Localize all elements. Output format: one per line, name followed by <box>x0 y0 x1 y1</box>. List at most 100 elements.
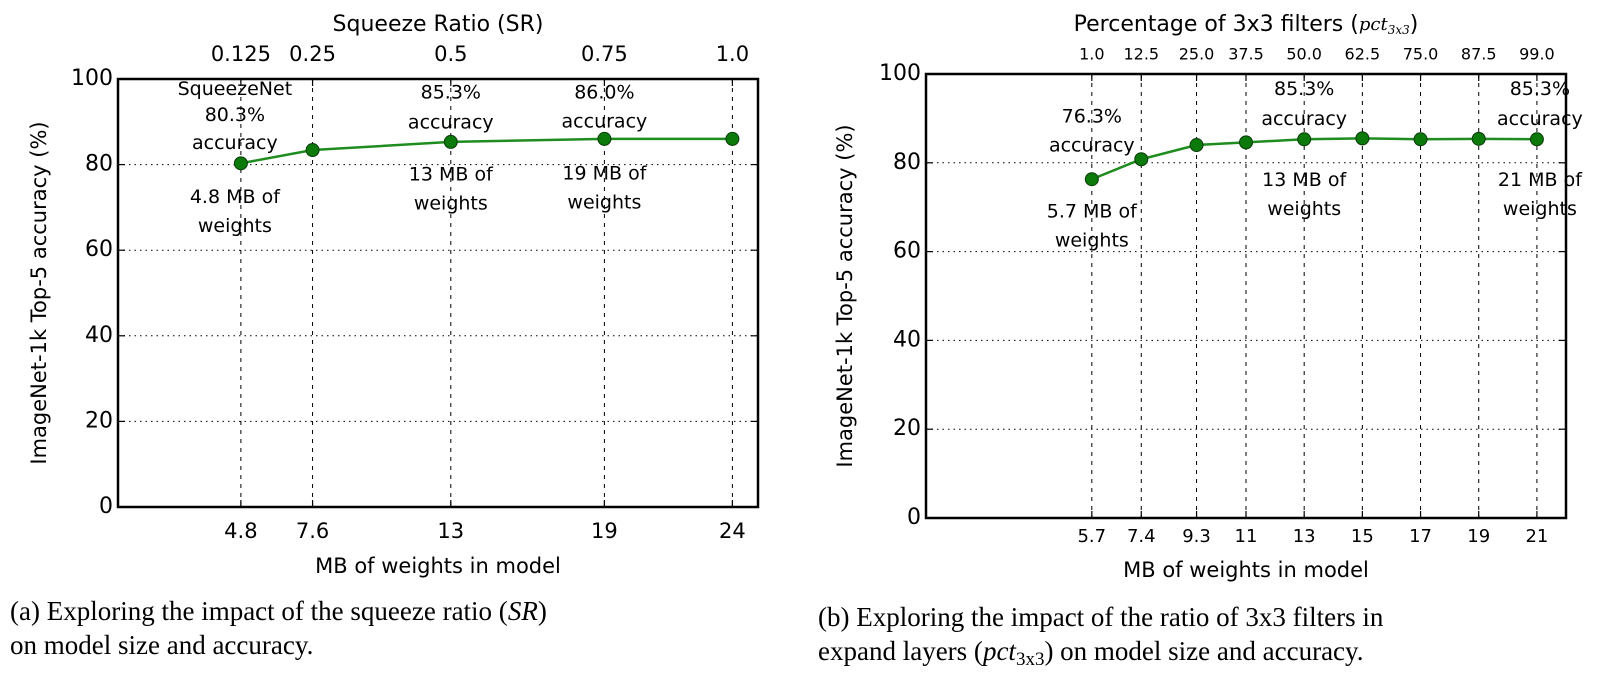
y-tick-label: 40 <box>85 323 113 348</box>
top-tick-label: 0.125 <box>211 42 271 66</box>
annotation: SqueezeNet 80.3% accuracy 4.8 MB of weights <box>178 78 293 237</box>
top-axis-title-text: ) <box>1410 12 1419 37</box>
y-tick-label: 80 <box>893 150 921 175</box>
top-tick-label: 87.5 <box>1461 45 1497 64</box>
caption-math: SR <box>507 596 538 626</box>
annotation-label: 76.3% <box>1062 106 1122 128</box>
annotation-label: 85.3% <box>421 81 481 103</box>
y-tick-label: 20 <box>893 416 921 441</box>
top-tick-label: 99.0 <box>1519 45 1555 64</box>
x-tick-label: 7.6 <box>296 519 329 543</box>
y-axis-label: ImageNet-1k Top-5 accuracy (%) <box>27 121 51 464</box>
x-tick-label: 15 <box>1351 526 1374 547</box>
caption-a-line2: on model size and accuracy. <box>10 630 314 660</box>
caption-text: ) <box>537 596 547 626</box>
top-tick-label: 25.0 <box>1179 45 1215 64</box>
data-point <box>1413 132 1428 147</box>
x-tick-label: 19 <box>1467 526 1490 547</box>
y-tick-label: 60 <box>893 239 921 264</box>
top-axis-title-math: pct <box>1359 14 1389 35</box>
data-point <box>1189 138 1204 153</box>
y-tick-label: 0 <box>99 494 113 519</box>
x-tick-label: 24 <box>719 519 746 543</box>
x-tick-label: 21 <box>1525 526 1548 547</box>
x-tick-label: 13 <box>1293 526 1316 547</box>
annotation-label: 80.3% <box>205 104 265 126</box>
caption-text: (a) Exploring the impact of the squeeze … <box>10 596 508 626</box>
caption-text: expand layers ( <box>818 636 983 666</box>
data-point <box>1297 132 1312 147</box>
top-axis-title-text: Squeeze Ratio (SR) <box>333 12 544 37</box>
top-tick-label: 12.5 <box>1123 45 1159 64</box>
annotation-label: SqueezeNet <box>178 78 293 100</box>
top-tick-label: 1.0 <box>1079 45 1104 64</box>
top-tick-label: 75.0 <box>1403 45 1439 64</box>
caption-b-line1: (b) Exploring the impact of the ratio of… <box>818 602 1384 632</box>
annotation-label: 85.3% <box>1510 78 1570 100</box>
x-tick-label: 11 <box>1235 526 1258 547</box>
data-point <box>1239 135 1253 150</box>
top-axis-title-subscript: 3x3 <box>1388 23 1410 37</box>
annotation-label: accuracy <box>1261 108 1347 130</box>
caption-a-line1: (a) Exploring the impact of the squeeze … <box>10 594 547 628</box>
x-tick-label: 17 <box>1409 526 1432 547</box>
annotation-label: accuracy <box>408 111 494 133</box>
annotation-label: 13 MB of <box>1262 169 1347 191</box>
caption-b: (b) Exploring the impact of the ratio of… <box>818 600 1384 670</box>
data-point <box>1529 132 1544 147</box>
annotation-label: 86.0% <box>574 81 634 103</box>
x-axis-label: MB of weights in model <box>1123 558 1369 582</box>
annotation-label: 21 MB of <box>1498 169 1583 191</box>
data-point <box>1084 172 1099 187</box>
x-tick-label: 9.3 <box>1182 526 1211 547</box>
top-axis-title: Squeeze Ratio (SR) <box>333 12 544 37</box>
x-tick-label: 5.7 <box>1077 526 1106 547</box>
annotation: 85.3% accuracy 13 MB of weights <box>1261 78 1347 220</box>
top-axis-title-text: Percentage of 3x3 filters ( <box>1074 12 1359 37</box>
y-tick-label: 40 <box>893 327 921 352</box>
top-tick-label: 37.5 <box>1228 45 1264 64</box>
caption-a: (a) Exploring the impact of the squeeze … <box>10 594 547 662</box>
y-axis-label: ImageNet-1k Top-5 accuracy (%) <box>833 124 857 467</box>
x-tick-label: 4.8 <box>224 519 257 543</box>
y-tick-label: 100 <box>879 61 921 86</box>
annotation-label: accuracy <box>192 132 278 154</box>
top-tick-label: 0.5 <box>434 42 467 66</box>
annotation: 85.3% accuracy 21 MB of weights <box>1497 78 1583 220</box>
annotation-label: 19 MB of <box>562 162 647 184</box>
caption-math: pct <box>982 636 1016 666</box>
y-tick-label: 0 <box>907 505 921 530</box>
chart-a: 0 20 40 60 80 100 4.8 0.125 7.6 0.25 13 0.5 19 0.75 24… <box>27 12 760 578</box>
top-axis-title: Percentage of 3x3 filters (pct3x3) <box>1074 12 1419 37</box>
top-tick-label: 0.25 <box>289 42 336 66</box>
annotation-label: weights <box>198 215 272 237</box>
data-point <box>1355 131 1370 146</box>
annotation: 76.3% accuracy 5.7 MB of weights <box>1047 106 1138 252</box>
data-point <box>1134 152 1149 167</box>
data-point <box>443 134 458 149</box>
annotation-label: 85.3% <box>1274 78 1334 100</box>
y-tick-label: 60 <box>85 237 113 262</box>
top-tick-label: 50.0 <box>1286 45 1322 64</box>
top-tick-label: 0.75 <box>581 42 628 66</box>
y-tick-label: 80 <box>85 152 113 177</box>
plot-frame <box>116 77 760 509</box>
annotation-label: 4.8 MB of <box>190 186 281 208</box>
annotation-label: weights <box>1055 230 1129 252</box>
caption-subscript: 3x3 <box>1015 649 1045 670</box>
annotation-label: weights <box>414 192 488 214</box>
x-tick-label: 13 <box>437 519 464 543</box>
annotation-label: weights <box>1267 198 1341 220</box>
x-tick-label: 19 <box>591 519 618 543</box>
top-tick-label: 62.5 <box>1345 45 1381 64</box>
data-point <box>1471 131 1486 146</box>
annotation-label: accuracy <box>1497 108 1583 130</box>
y-tick-label: 100 <box>71 66 113 91</box>
annotation-label: weights <box>1503 198 1577 220</box>
annotation: 86.0% accuracy 19 MB of weights <box>562 81 648 213</box>
top-tick-label: 1.0 <box>716 42 749 66</box>
annotation: 85.3% accuracy 13 MB of weights <box>408 81 494 214</box>
annotation-label: 5.7 MB of <box>1047 201 1138 223</box>
data-point <box>725 131 740 146</box>
caption-text: ) on model size and accuracy. <box>1044 636 1364 666</box>
